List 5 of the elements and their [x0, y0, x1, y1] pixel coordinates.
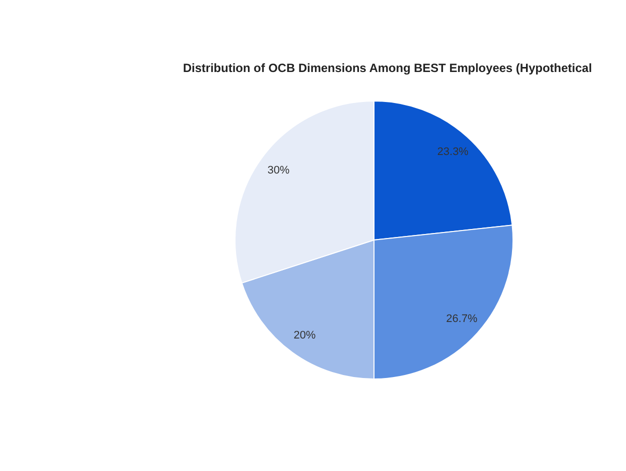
- data-label: 23.3%: [437, 146, 469, 158]
- data-label: 26.7%: [446, 312, 478, 325]
- data-label: 30%: [268, 164, 290, 177]
- chart-title: Distribution of OCB Dimensions Among BEST Employees (Hypothetical: [183, 61, 592, 75]
- data-label: 20%: [294, 329, 316, 342]
